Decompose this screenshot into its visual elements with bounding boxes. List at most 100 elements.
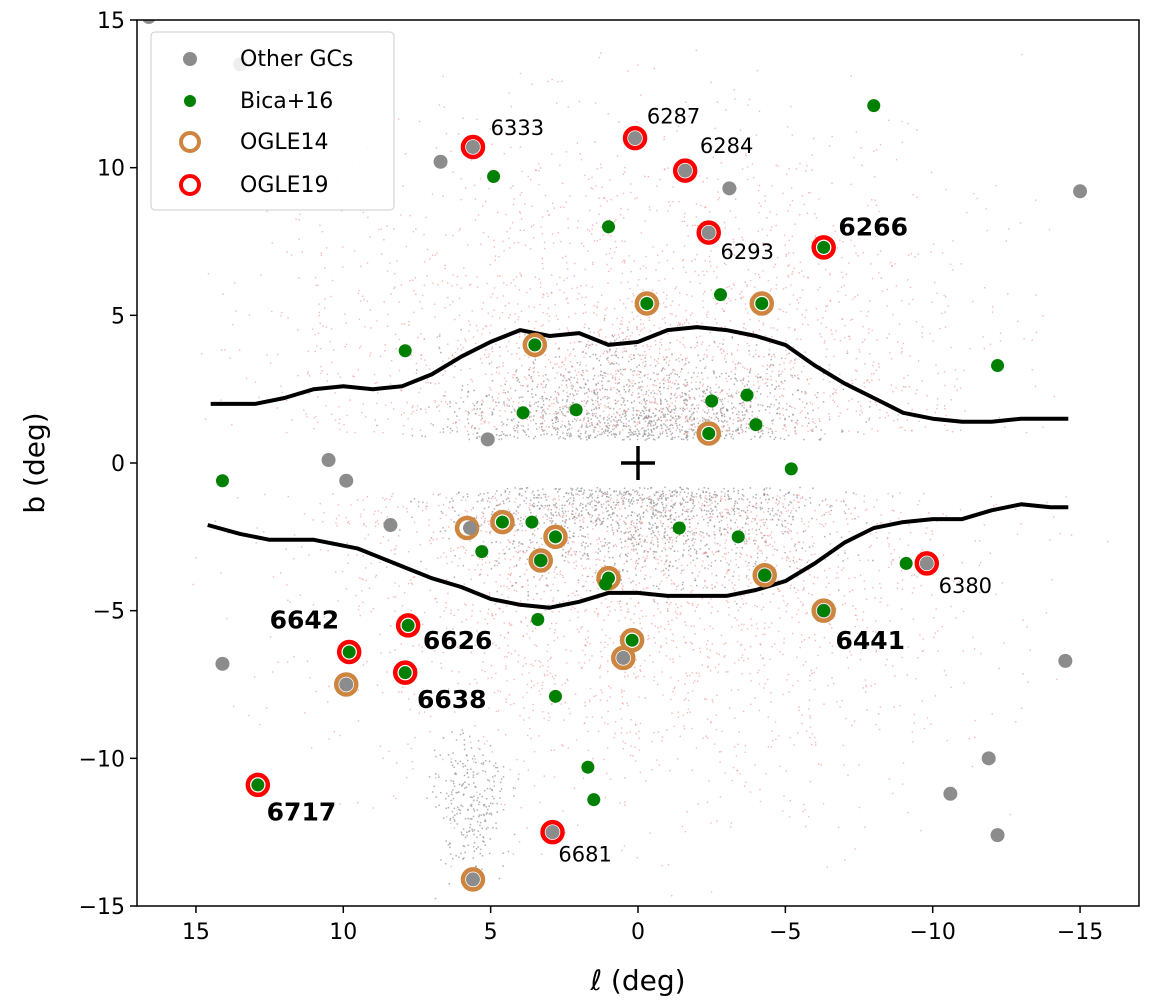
field-star <box>847 382 849 384</box>
field-star <box>557 348 559 350</box>
field-star <box>622 422 625 425</box>
field-star <box>591 188 594 190</box>
field-star <box>740 298 742 300</box>
field-star <box>777 318 780 320</box>
field-star <box>498 401 500 404</box>
field-star <box>598 197 600 199</box>
field-star <box>556 283 558 286</box>
field-star <box>663 563 666 565</box>
field-star <box>587 347 590 349</box>
field-star <box>823 525 825 528</box>
field-star <box>465 410 467 412</box>
field-star <box>839 706 841 708</box>
field-star <box>344 346 346 348</box>
field-star <box>651 769 653 771</box>
field-star <box>1003 642 1005 644</box>
field-star <box>561 80 563 82</box>
field-star <box>480 524 483 526</box>
field-star <box>640 232 642 234</box>
field-star <box>330 328 333 330</box>
field-star <box>754 764 756 766</box>
field-star <box>608 414 610 416</box>
field-star <box>353 375 355 378</box>
field-star <box>619 323 622 325</box>
field-star <box>495 371 498 373</box>
field-star <box>645 615 647 617</box>
field-star <box>626 702 628 704</box>
field-star <box>711 516 713 518</box>
field-star <box>519 212 522 214</box>
field-star <box>879 706 882 708</box>
field-star <box>660 570 663 572</box>
field-star <box>573 398 576 401</box>
field-star <box>510 105 513 108</box>
field-star <box>819 523 821 525</box>
field-star <box>842 744 844 747</box>
field-star <box>785 286 787 289</box>
field-star <box>744 414 746 416</box>
field-star <box>571 510 574 512</box>
field-star <box>485 200 487 203</box>
field-star <box>717 302 719 304</box>
field-star <box>428 368 431 370</box>
field-star <box>379 542 382 544</box>
field-star <box>462 642 465 644</box>
field-star <box>766 217 768 219</box>
field-star <box>798 378 800 380</box>
field-star <box>490 530 492 532</box>
field-star <box>684 421 686 423</box>
field-star <box>725 671 727 673</box>
field-star <box>699 420 701 422</box>
field-star <box>207 273 210 275</box>
field-star <box>587 340 590 343</box>
field-star <box>639 330 642 332</box>
field-star <box>285 621 287 624</box>
field-star <box>593 413 596 415</box>
field-star <box>514 530 516 532</box>
field-star <box>583 400 585 402</box>
field-star <box>846 656 849 659</box>
field-star <box>735 413 738 416</box>
field-star <box>741 236 743 239</box>
field-star <box>676 424 678 427</box>
field-star <box>528 637 531 639</box>
field-star <box>677 584 680 587</box>
field-star <box>790 105 792 108</box>
field-star <box>609 610 611 612</box>
field-star <box>272 671 274 673</box>
field-star <box>478 558 481 560</box>
field-star <box>775 564 778 567</box>
field-star <box>833 388 835 390</box>
field-star <box>449 402 451 404</box>
field-star <box>496 499 498 501</box>
field-star <box>571 420 574 423</box>
field-star <box>726 572 728 575</box>
field-star <box>724 772 726 774</box>
field-star <box>540 416 542 419</box>
field-star <box>528 717 530 719</box>
field-star <box>635 589 637 592</box>
field-star <box>298 219 300 221</box>
field-star <box>389 262 391 264</box>
field-star <box>946 429 948 431</box>
field-star <box>579 490 581 492</box>
field-star <box>362 555 364 557</box>
field-star <box>567 268 569 270</box>
field-star <box>500 385 502 387</box>
field-star <box>785 311 788 313</box>
field-star <box>591 655 593 657</box>
field-star <box>442 537 444 539</box>
field-star <box>597 301 599 303</box>
field-star <box>621 587 623 590</box>
field-star <box>394 596 397 598</box>
field-star <box>663 377 665 379</box>
field-star <box>798 214 801 216</box>
field-star <box>660 580 663 583</box>
field-star <box>741 654 744 656</box>
field-star <box>790 512 792 514</box>
field-star <box>424 261 426 263</box>
field-star <box>734 363 736 365</box>
field-star <box>704 698 706 700</box>
field-star <box>590 516 592 519</box>
field-star <box>707 505 709 507</box>
